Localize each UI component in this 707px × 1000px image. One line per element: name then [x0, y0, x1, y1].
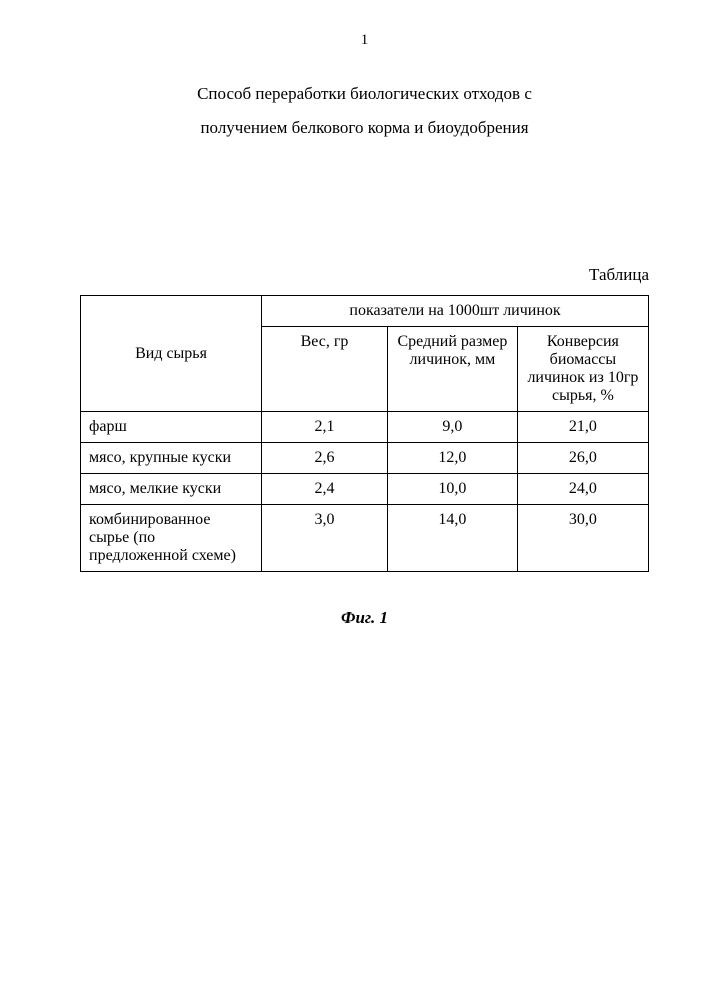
cell-weight: 2,1 [262, 412, 388, 443]
row-label: мясо, крупные куски [81, 443, 262, 474]
page-number: 1 [80, 32, 649, 49]
row-label: мясо, мелкие куски [81, 474, 262, 505]
figure-caption: Фиг. 1 [80, 608, 649, 628]
table-row: фарш 2,1 9,0 21,0 [81, 412, 649, 443]
table-header-row-1: Вид сырья показатели на 1000шт личинок [81, 296, 649, 327]
cell-conversion: 30,0 [517, 505, 648, 572]
table-row: мясо, крупные куски 2,6 12,0 26,0 [81, 443, 649, 474]
col-header-conversion: Конверсия биомассы личинок из 10гр сырья… [517, 327, 648, 412]
cell-conversion: 21,0 [517, 412, 648, 443]
cell-conversion: 24,0 [517, 474, 648, 505]
data-table: Вид сырья показатели на 1000шт личинок В… [80, 295, 649, 572]
row-label: комбинированное сырье (по предложенной с… [81, 505, 262, 572]
row-label: фарш [81, 412, 262, 443]
title-line-2: получением белкового корма и биоудобрени… [200, 118, 528, 137]
cell-size: 10,0 [387, 474, 517, 505]
cell-weight: 3,0 [262, 505, 388, 572]
table-row: мясо, мелкие куски 2,4 10,0 24,0 [81, 474, 649, 505]
cell-weight: 2,4 [262, 474, 388, 505]
cell-conversion: 26,0 [517, 443, 648, 474]
cell-size: 9,0 [387, 412, 517, 443]
table-label: Таблица [80, 265, 649, 285]
cell-size: 12,0 [387, 443, 517, 474]
cell-weight: 2,6 [262, 443, 388, 474]
table-row: комбинированное сырье (по предложенной с… [81, 505, 649, 572]
document-title: Способ переработки биологических отходов… [145, 77, 585, 145]
document-page: 1 Способ переработки биологических отход… [0, 0, 707, 1000]
cell-size: 14,0 [387, 505, 517, 572]
col-header-size: Средний размер личинок, мм [387, 327, 517, 412]
group-header-cell: показатели на 1000шт личинок [262, 296, 649, 327]
col-header-weight: Вес, гр [262, 327, 388, 412]
row-header-cell: Вид сырья [81, 296, 262, 412]
title-line-1: Способ переработки биологических отходов… [197, 84, 532, 103]
